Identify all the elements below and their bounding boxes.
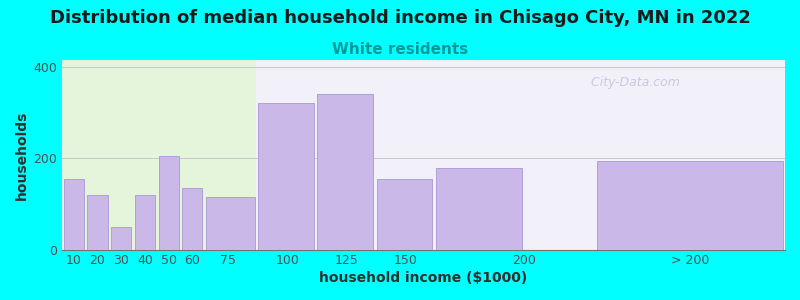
Bar	[436, 168, 522, 250]
Bar	[111, 227, 131, 250]
Bar	[377, 179, 432, 250]
Bar	[258, 103, 314, 250]
Bar	[182, 188, 202, 250]
Text: White residents: White residents	[332, 42, 468, 57]
Bar	[64, 179, 84, 250]
Bar	[62, 60, 256, 250]
X-axis label: household income ($1000): household income ($1000)	[319, 271, 527, 285]
Bar	[256, 60, 785, 250]
Y-axis label: households: households	[15, 110, 29, 200]
Bar	[597, 160, 783, 250]
Bar	[158, 156, 178, 250]
Text: Distribution of median household income in Chisago City, MN in 2022: Distribution of median household income …	[50, 9, 750, 27]
Bar	[206, 197, 254, 250]
Bar	[87, 195, 107, 250]
Text: City-Data.com: City-Data.com	[582, 76, 679, 89]
Bar	[318, 94, 373, 250]
Bar	[135, 195, 155, 250]
